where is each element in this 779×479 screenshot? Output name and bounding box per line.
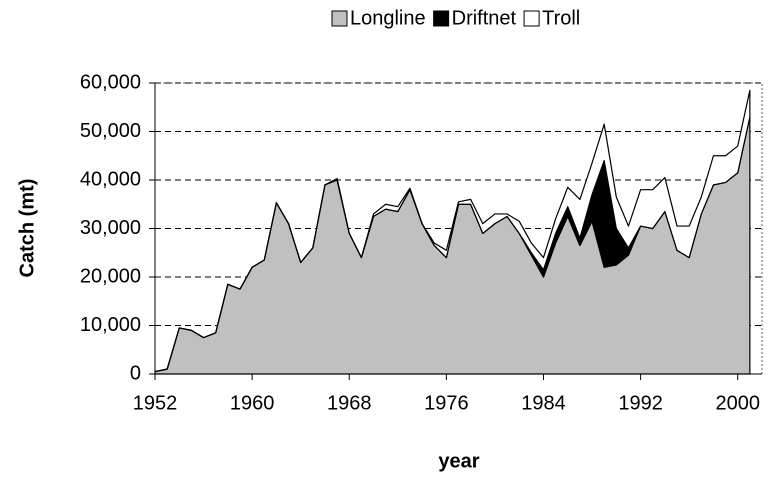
area (154, 116, 751, 375)
x-tick-label: 1968 (327, 392, 372, 414)
x-tick-label: 1976 (424, 392, 469, 414)
y-tick-label: 0 (130, 362, 141, 384)
y-tick-label: 60,000 (80, 71, 141, 93)
x-tick-label: 1960 (230, 392, 275, 414)
x-axis-label: year (438, 450, 479, 472)
legend-label: Longline (350, 7, 426, 29)
x-tick-label: 1952 (133, 392, 178, 414)
y-tick-label: 40,000 (80, 168, 141, 190)
legend-label: Troll (542, 7, 580, 29)
legend-label: Driftnet (452, 7, 517, 29)
legend-swatch (523, 10, 540, 27)
y-tick-label: 30,000 (80, 217, 141, 239)
y-tick-label: 20,000 (80, 265, 141, 287)
area (154, 89, 751, 373)
y-axis-label: Catch (mt) (16, 179, 38, 278)
legend-swatch (433, 10, 450, 27)
y-tick-label: 50,000 (80, 120, 141, 142)
x-tick-label: 2000 (715, 392, 760, 414)
x-tick-label: 1992 (618, 392, 663, 414)
y-tick-label: 10,000 (80, 314, 141, 336)
legend-swatch (331, 10, 348, 27)
x-tick-label: 1984 (521, 392, 566, 414)
